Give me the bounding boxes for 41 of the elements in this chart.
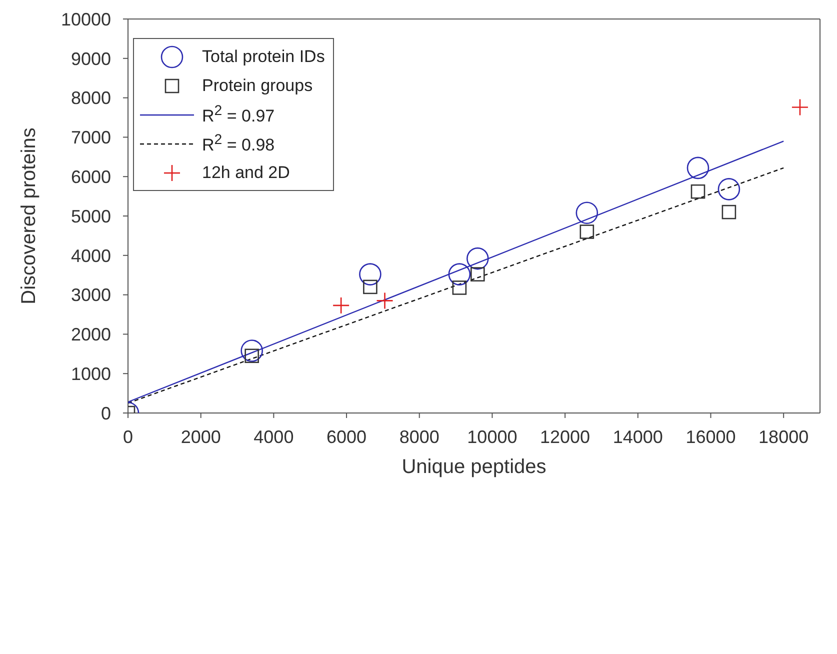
y-tick-label: 9000 [70,48,111,69]
x-tick-label: 4000 [254,426,294,447]
legend-label: R$^{2}$ = 0.98 [202,132,275,156]
y-tick-label: 3000 [70,285,111,306]
x-tick-label: 2000 [180,426,221,447]
point [359,263,382,286]
point [722,204,736,220]
legend-label: R$^{2}$ = 0.97 [202,102,275,126]
point [580,224,594,239]
legend-label: Total protein IDs [202,46,325,66]
point [240,340,263,362]
y-tick-label: 2000 [70,324,111,345]
x-axis-title: Unique peptides [402,456,546,478]
x-tick-label: 12000 [540,426,590,447]
legend-label: 12h and 2D [202,162,290,182]
y-tick-label: 1000 [70,364,111,384]
x-tick-label: 16000 [686,426,736,447]
legend-label: Protein groups [202,76,313,96]
point [470,267,485,282]
point [576,202,598,224]
y-tick-label: 10000 [60,9,111,30]
x-tick-label: 0 [122,426,134,447]
point [718,178,740,200]
point [363,280,378,294]
y-tick-label: 7000 [70,128,111,148]
x-tick-label: 18000 [758,426,809,447]
point [448,263,471,286]
point [466,247,489,270]
y-tick-label: 5000 [70,206,111,226]
point [690,184,706,199]
y-tick-label: 4000 [70,246,111,266]
x-tick-label: 6000 [326,426,367,447]
y-tick-label: 6000 [70,166,111,187]
point [686,156,710,180]
x-tick-label: 8000 [399,426,440,447]
x-tick-label: 10000 [467,426,518,447]
y-tick-label: 0 [100,403,111,424]
point [452,280,467,295]
y-axis-title: Discovered proteins [18,128,40,304]
y-tick-label: 8000 [70,88,111,108]
x-tick-label: 14000 [612,426,663,447]
